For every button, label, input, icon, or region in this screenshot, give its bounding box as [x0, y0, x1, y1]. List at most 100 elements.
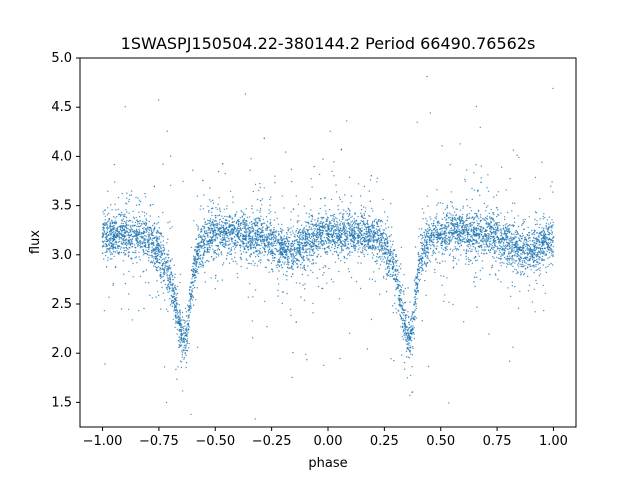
data-point — [160, 281, 162, 284]
data-point — [543, 227, 545, 230]
data-point — [296, 263, 299, 265]
data-point — [458, 259, 460, 261]
data-point — [444, 240, 447, 242]
data-point — [511, 202, 514, 204]
data-point — [404, 318, 407, 320]
data-point — [421, 242, 424, 244]
data-point — [249, 240, 251, 242]
data-point — [174, 297, 176, 299]
data-point — [512, 254, 514, 257]
data-point — [430, 245, 432, 247]
data-point — [444, 237, 446, 240]
data-point — [138, 233, 141, 236]
data-point — [183, 319, 186, 322]
data-point — [521, 248, 523, 251]
data-point — [533, 233, 536, 236]
data-point — [484, 219, 487, 221]
data-point — [506, 211, 509, 214]
data-point — [480, 245, 483, 247]
data-point — [349, 223, 351, 225]
data-point — [273, 260, 275, 262]
data-point — [214, 224, 216, 226]
data-point — [485, 210, 487, 212]
data-point — [386, 262, 388, 265]
data-point — [479, 278, 482, 280]
data-point — [123, 243, 125, 245]
data-point — [479, 269, 481, 272]
data-point — [495, 207, 498, 209]
data-point — [105, 237, 107, 239]
data-point — [280, 231, 282, 233]
data-point — [373, 234, 376, 236]
data-point — [245, 224, 248, 227]
data-point — [433, 220, 435, 222]
data-point — [356, 232, 358, 235]
data-point — [302, 255, 305, 257]
data-point — [340, 221, 342, 223]
data-point — [272, 271, 274, 273]
data-point — [520, 273, 522, 275]
data-point — [424, 250, 427, 252]
data-point — [194, 246, 197, 248]
data-point — [401, 305, 404, 307]
data-point — [275, 237, 277, 240]
data-point — [185, 346, 187, 348]
data-point — [517, 307, 520, 309]
data-point — [534, 211, 537, 213]
data-point — [273, 233, 275, 236]
data-point — [127, 252, 129, 254]
data-point — [524, 238, 526, 241]
data-point — [524, 261, 526, 263]
data-point — [319, 207, 321, 210]
data-point — [494, 250, 496, 252]
data-point — [218, 248, 221, 251]
data-point — [104, 251, 106, 254]
data-point — [226, 215, 228, 218]
data-point — [195, 264, 197, 266]
data-point — [490, 222, 492, 224]
data-point — [375, 242, 378, 244]
data-point — [542, 250, 544, 252]
data-point — [207, 251, 209, 253]
data-point — [287, 264, 290, 266]
data-point — [180, 336, 182, 338]
data-point — [111, 231, 114, 234]
data-point — [243, 222, 245, 225]
data-point — [358, 230, 361, 232]
data-point — [489, 235, 492, 237]
data-point — [425, 242, 428, 245]
data-point — [351, 225, 354, 227]
data-point — [518, 156, 520, 159]
data-point — [203, 194, 205, 196]
data-point — [266, 221, 269, 223]
data-point — [262, 226, 264, 228]
data-point — [244, 224, 247, 226]
data-point — [487, 205, 489, 207]
data-point — [421, 245, 424, 247]
data-point — [144, 196, 147, 198]
data-point — [338, 244, 340, 246]
data-point — [449, 236, 452, 238]
data-point — [525, 262, 527, 264]
data-point — [530, 243, 532, 246]
data-point — [270, 230, 272, 232]
data-point — [147, 234, 149, 236]
data-point — [155, 239, 157, 241]
data-point — [483, 243, 485, 245]
data-point — [278, 265, 280, 268]
data-point — [360, 233, 363, 236]
data-point — [305, 225, 307, 227]
data-point — [150, 251, 153, 253]
data-point — [401, 284, 404, 286]
data-point — [178, 346, 180, 349]
data-point — [341, 251, 343, 253]
data-point — [269, 219, 271, 221]
data-point — [345, 242, 347, 244]
data-point — [174, 287, 176, 289]
data-point — [107, 190, 109, 192]
data-point — [297, 215, 299, 217]
data-point — [386, 275, 388, 277]
data-point — [309, 245, 311, 247]
data-point — [316, 234, 318, 237]
data-point — [398, 283, 400, 286]
